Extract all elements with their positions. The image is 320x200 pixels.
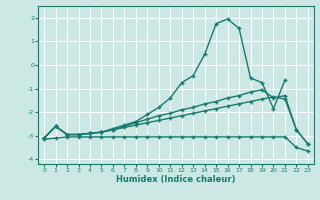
X-axis label: Humidex (Indice chaleur): Humidex (Indice chaleur) xyxy=(116,175,236,184)
